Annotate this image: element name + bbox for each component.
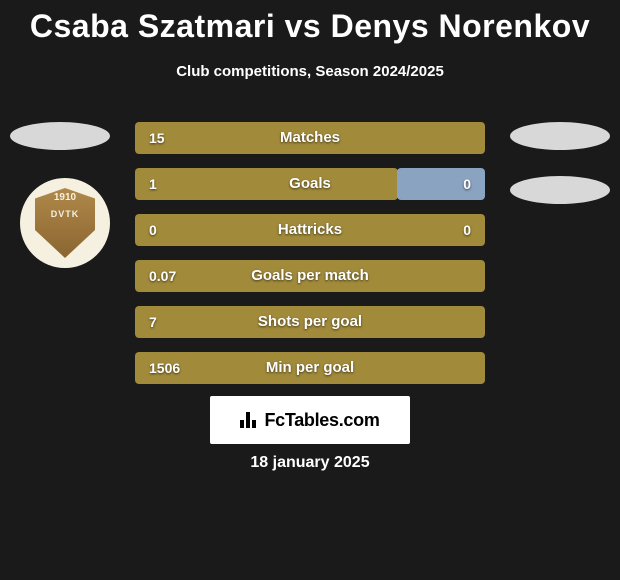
- stat-label: Hattricks: [135, 214, 485, 246]
- club-name: DVTK: [51, 209, 80, 219]
- stat-label: Min per goal: [135, 352, 485, 384]
- bar-chart-icon: [240, 412, 260, 428]
- fctables-watermark: FcTables.com: [210, 396, 410, 444]
- stat-row: 7Shots per goal: [135, 306, 485, 338]
- stat-label: Goals: [135, 168, 485, 200]
- club-year: 1910: [54, 192, 76, 203]
- club-left-badge: 1910 DVTK: [20, 178, 110, 268]
- stat-row: 10Goals: [135, 168, 485, 200]
- stat-label: Shots per goal: [135, 306, 485, 338]
- stat-row: 1506Min per goal: [135, 352, 485, 384]
- stat-row: 15Matches: [135, 122, 485, 154]
- player-right-avatar: [510, 122, 610, 150]
- fctables-label: FcTables.com: [264, 410, 379, 431]
- stat-row: 00Hattricks: [135, 214, 485, 246]
- subtitle: Club competitions, Season 2024/2025: [0, 63, 620, 80]
- player-left-avatar: [10, 122, 110, 150]
- date-label: 18 january 2025: [0, 454, 620, 472]
- stats-chart: 15Matches 10Goals 00Hattricks 0.07Goals per…: [135, 122, 485, 398]
- page-title: Csaba Szatmari vs Denys Norenkov: [0, 0, 620, 45]
- club-right-badge: [510, 176, 610, 204]
- stat-label: Goals per match: [135, 260, 485, 292]
- stat-label: Matches: [135, 122, 485, 154]
- shield-icon: 1910 DVTK: [35, 188, 95, 258]
- stat-row: 0.07Goals per match: [135, 260, 485, 292]
